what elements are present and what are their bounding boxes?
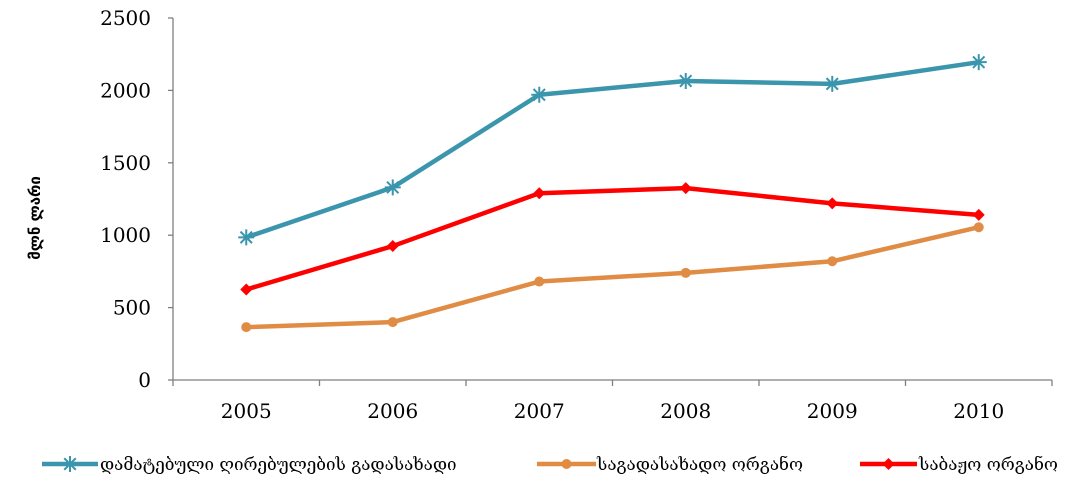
data-point-0-legend <box>62 456 78 472</box>
legend-label: საგადასახადო ორგანო <box>596 455 803 475</box>
series-line-1 <box>244 224 981 330</box>
legend-item-1: საგადასახადო ორგანო <box>537 455 803 475</box>
data-point-2-2 <box>533 187 546 200</box>
y-tick-label: 2000 <box>100 78 151 102</box>
series-1 <box>241 222 984 333</box>
y-tick-label: 1500 <box>100 151 151 175</box>
y-tick-label: 0 <box>138 368 151 392</box>
data-point-0-2 <box>531 86 548 103</box>
series-group <box>238 54 987 333</box>
data-point-1-2 <box>534 276 545 287</box>
series-line-2 <box>244 185 981 292</box>
x-tick-label: 2006 <box>367 399 418 423</box>
x-ticks: 2005 2006 2007 2008 2009 2010 <box>172 380 1053 423</box>
data-point-0-4 <box>824 75 841 92</box>
data-point-1-legend <box>561 459 572 469</box>
y-tick-label: 1000 <box>100 223 151 247</box>
series-2 <box>240 182 985 296</box>
y-tick-label: 500 <box>113 296 151 320</box>
data-point-1-1 <box>387 317 398 328</box>
legend-label: დამატებული ღირებულების გადასახადი <box>100 455 457 475</box>
series-line-0 <box>244 59 981 240</box>
data-point-1-4 <box>827 256 838 267</box>
x-tick-label: 2010 <box>953 399 1004 423</box>
x-tick-label: 2005 <box>221 399 272 423</box>
x-tick-label: 2007 <box>514 399 565 423</box>
y-ticks: 0 500 1000 1500 2000 2500 <box>100 6 173 392</box>
data-point-1-5 <box>973 222 984 233</box>
data-point-2-4 <box>826 197 839 210</box>
data-point-0-3 <box>677 72 694 89</box>
data-point-0-1 <box>384 179 401 196</box>
legend-label: საბაჟო ორგანო <box>918 455 1058 475</box>
y-axis-label: მლნ ლარი <box>26 176 44 260</box>
x-tick-label: 2008 <box>660 399 711 423</box>
legend-item-2: საბაჟო ორგანო <box>860 455 1058 475</box>
data-point-2-3 <box>679 182 692 195</box>
data-point-2-1 <box>386 240 399 253</box>
data-point-1-3 <box>680 267 691 278</box>
data-point-0-0 <box>238 229 255 246</box>
data-point-2-0 <box>240 283 253 296</box>
data-point-2-5 <box>972 208 985 221</box>
data-point-1-0 <box>241 322 252 333</box>
y-tick-label: 2500 <box>100 6 151 30</box>
legend: დამატებული ღირებულების გადასახადი საგადას… <box>42 455 1058 475</box>
data-point-2-legend <box>882 458 895 470</box>
x-tick-label: 2009 <box>807 399 858 423</box>
data-point-0-5 <box>970 54 987 71</box>
legend-item-0: დამატებული ღირებულების გადასახადი <box>42 455 457 475</box>
series-0 <box>238 54 987 246</box>
